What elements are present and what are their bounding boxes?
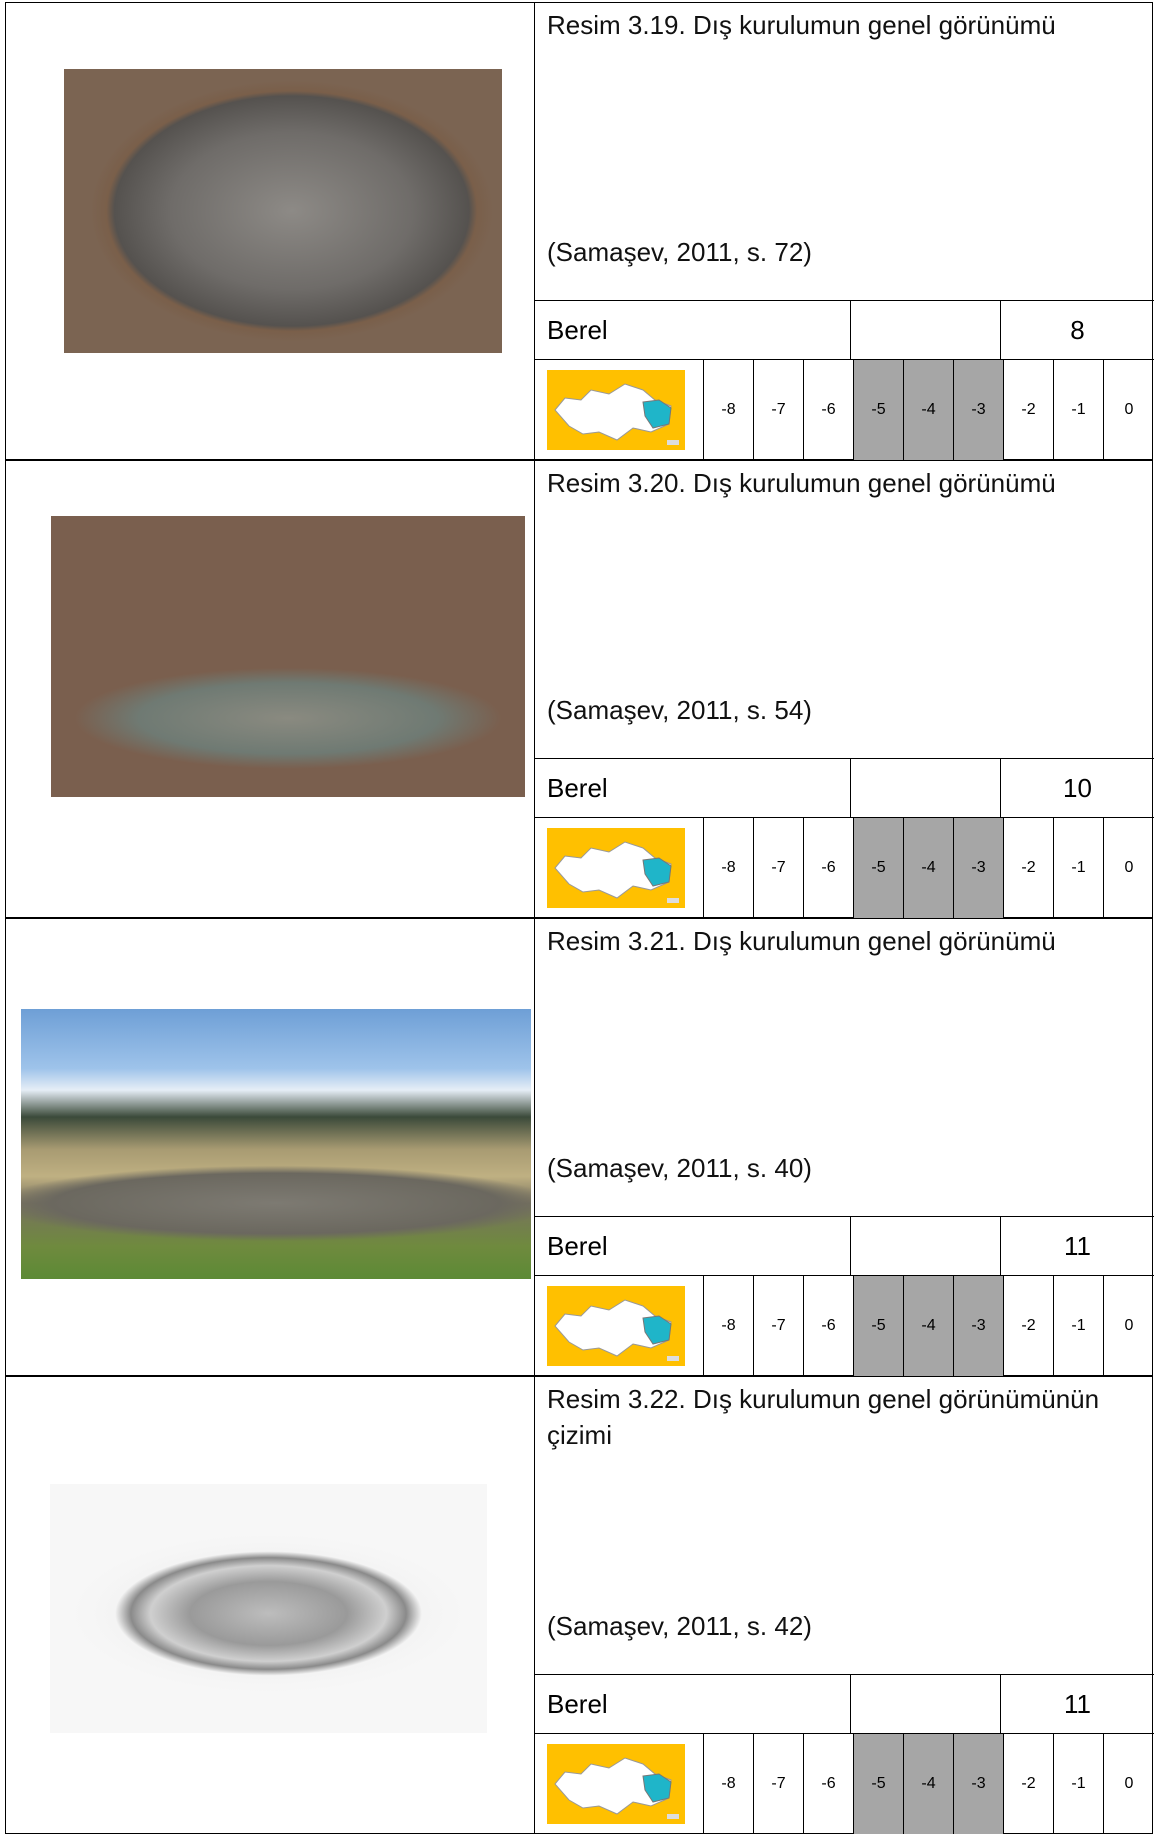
timeline-cell: -4 — [903, 1734, 953, 1834]
image-cell — [6, 919, 535, 1375]
timeline-cell: -5 — [853, 1734, 903, 1834]
timeline-cell: -4 — [903, 1276, 953, 1376]
number: 11 — [1064, 1689, 1091, 1719]
timeline-cell: -1 — [1053, 1734, 1103, 1834]
timeline-cell: -7 — [753, 360, 803, 460]
source: (Samaşev, 2011, s. 54) — [547, 695, 812, 725]
timeline-cell: -6 — [803, 1734, 853, 1834]
info-cell: Resim 3.20. Dış kurulumun genel görünümü… — [535, 461, 1154, 918]
place: Berel — [547, 1231, 608, 1261]
photo — [64, 69, 502, 353]
timeline-cell: -2 — [1003, 1276, 1053, 1376]
timeline-cell: -6 — [803, 818, 853, 918]
number: 10 — [1063, 773, 1092, 803]
source: (Samaşev, 2011, s. 40) — [547, 1153, 812, 1183]
timeline: -8 -7 -6 -5 -4 -3 -2 -1 0 — [535, 818, 1154, 918]
divider — [850, 1217, 851, 1275]
timeline-cell: -5 — [853, 360, 903, 460]
entry-row: Resim 3.20. Dış kurulumun genel görünümü… — [5, 460, 1154, 918]
divider — [850, 759, 851, 817]
timeline-cell: -3 — [953, 818, 1003, 918]
image-cell — [6, 1377, 535, 1833]
info-cell: Resim 3.22. Dış kurulumun genel görünümü… — [535, 1377, 1154, 1834]
timeline-cell: -5 — [853, 818, 903, 918]
source: (Samaşev, 2011, s. 42) — [547, 1611, 812, 1641]
site-row: Berel 10 — [535, 758, 1154, 818]
number: 8 — [1070, 315, 1085, 345]
timeline-cell: -8 — [703, 1276, 753, 1376]
photo — [21, 1009, 531, 1279]
timeline-cell: -7 — [753, 1276, 803, 1376]
timeline-cell: -5 — [853, 1276, 903, 1376]
caption: Resim 3.22. Dış kurulumun genel görünümü… — [547, 1384, 1100, 1450]
timeline-cell: -2 — [1003, 360, 1053, 460]
divider — [1000, 1217, 1001, 1275]
site-row: Berel 8 — [535, 300, 1154, 360]
timeline: -8 -7 -6 -5 -4 -3 -2 -1 0 — [535, 1734, 1154, 1834]
divider — [1000, 759, 1001, 817]
divider — [1000, 1675, 1001, 1733]
timeline-cell: -6 — [803, 1276, 853, 1376]
entry-row: Resim 3.22. Dış kurulumun genel görünümü… — [5, 1376, 1154, 1834]
timeline-cell: -4 — [903, 818, 953, 918]
timeline-cell: -1 — [1053, 818, 1103, 918]
timeline-cell: -8 — [703, 818, 753, 918]
map — [547, 370, 685, 450]
map-icon — [547, 1744, 685, 1824]
divider — [850, 301, 851, 359]
timeline-cell: 0 — [1103, 818, 1154, 918]
timeline-cell: -2 — [1003, 818, 1053, 918]
timeline-cell: -8 — [703, 360, 753, 460]
photo — [50, 1484, 487, 1733]
timeline-cell: -4 — [903, 360, 953, 460]
image-cell — [6, 461, 535, 917]
site-row: Berel 11 — [535, 1674, 1154, 1734]
timeline-cell: 0 — [1103, 360, 1154, 460]
info-cell: Resim 3.21. Dış kurulumun genel görünümü… — [535, 919, 1154, 1376]
photo — [51, 516, 525, 797]
timeline-cell: -3 — [953, 1276, 1003, 1376]
timeline-cell: -6 — [803, 360, 853, 460]
timeline-cell: -1 — [1053, 1276, 1103, 1376]
caption: Resim 3.20. Dış kurulumun genel görünümü — [547, 468, 1056, 498]
caption: Resim 3.21. Dış kurulumun genel görünümü — [547, 926, 1056, 956]
map-icon — [547, 1286, 685, 1366]
divider — [1000, 301, 1001, 359]
timeline-cell: -2 — [1003, 1734, 1053, 1834]
timeline: -8 -7 -6 -5 -4 -3 -2 -1 0 — [535, 360, 1154, 460]
map — [547, 1744, 685, 1824]
number: 11 — [1064, 1231, 1091, 1261]
place: Berel — [547, 315, 608, 345]
map-icon — [547, 828, 685, 908]
timeline-cell: 0 — [1103, 1734, 1154, 1834]
timeline-cell: -3 — [953, 360, 1003, 460]
map-icon — [547, 370, 685, 450]
timeline-cell: -7 — [753, 818, 803, 918]
divider — [850, 1675, 851, 1733]
place: Berel — [547, 773, 608, 803]
timeline-cell: -3 — [953, 1734, 1003, 1834]
timeline-cell: -7 — [753, 1734, 803, 1834]
timeline-cell: 0 — [1103, 1276, 1154, 1376]
site-row: Berel 11 — [535, 1216, 1154, 1276]
source: (Samaşev, 2011, s. 72) — [547, 237, 812, 267]
map — [547, 828, 685, 908]
info-cell: Resim 3.19. Dış kurulumun genel görünümü… — [535, 3, 1154, 460]
timeline-cell: -8 — [703, 1734, 753, 1834]
map — [547, 1286, 685, 1366]
entry-row: Resim 3.21. Dış kurulumun genel görünümü… — [5, 918, 1154, 1376]
place: Berel — [547, 1689, 608, 1719]
caption: Resim 3.19. Dış kurulumun genel görünümü — [547, 10, 1056, 40]
entry-row: Resim 3.19. Dış kurulumun genel görünümü… — [5, 2, 1154, 460]
image-cell — [6, 3, 535, 459]
timeline: -8 -7 -6 -5 -4 -3 -2 -1 0 — [535, 1276, 1154, 1376]
timeline-cell: -1 — [1053, 360, 1103, 460]
